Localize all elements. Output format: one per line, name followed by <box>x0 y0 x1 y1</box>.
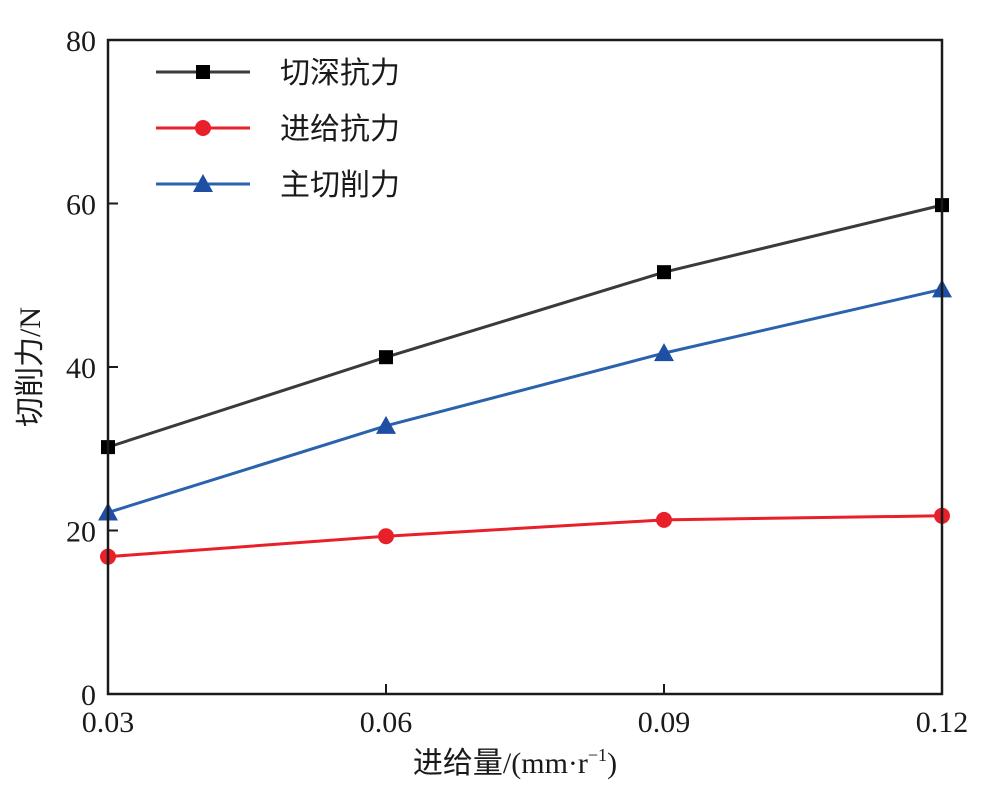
y-tick-label: 20 <box>66 516 96 549</box>
y-axis: 0 20 40 60 80 <box>66 25 118 712</box>
legend-item: 进给抗力 <box>156 113 400 146</box>
legend-marker <box>193 174 213 192</box>
y-tick-label: 40 <box>66 352 96 385</box>
x-axis-title-close: ) <box>607 747 617 780</box>
series-line <box>107 287 943 514</box>
x-axis-title-superscript: −1 <box>588 745 607 765</box>
legend-marker <box>195 120 211 136</box>
series-line <box>107 203 943 449</box>
x-axis-title-main: 进给量/(mm·r <box>413 747 588 780</box>
legend-item: 切深抗力 <box>156 57 400 90</box>
legend-label: 主切削力 <box>280 169 400 202</box>
series-layer <box>98 198 952 565</box>
legend-label: 切深抗力 <box>280 57 400 90</box>
data-point <box>379 350 393 365</box>
data-point <box>378 528 394 545</box>
y-tick-label: 60 <box>66 189 96 222</box>
data-point <box>654 343 674 362</box>
series-square <box>101 198 949 455</box>
y-tick-label: 0 <box>81 679 96 712</box>
series-line <box>107 514 943 559</box>
legend-item: 主切削力 <box>156 169 400 202</box>
legend-marker <box>196 65 210 79</box>
legend-label: 进给抗力 <box>280 113 400 146</box>
y-axis-title: 切削力/N <box>14 307 47 427</box>
data-point <box>657 265 671 280</box>
x-tick-label: 0.12 <box>916 706 969 739</box>
data-point <box>656 511 672 528</box>
x-axis-title: 进给量/(mm·r−1) <box>413 745 617 780</box>
data-point <box>376 415 396 434</box>
series-triangle <box>98 279 952 521</box>
x-tick-label: 0.03 <box>82 706 135 739</box>
series-circle <box>100 507 950 565</box>
plot-frame <box>106 38 944 696</box>
x-tick-label: 0.09 <box>638 706 691 739</box>
x-tick-label: 0.06 <box>360 706 413 739</box>
y-tick-label: 80 <box>66 25 96 58</box>
x-axis: 0.03 0.06 0.09 0.12 <box>82 684 969 739</box>
